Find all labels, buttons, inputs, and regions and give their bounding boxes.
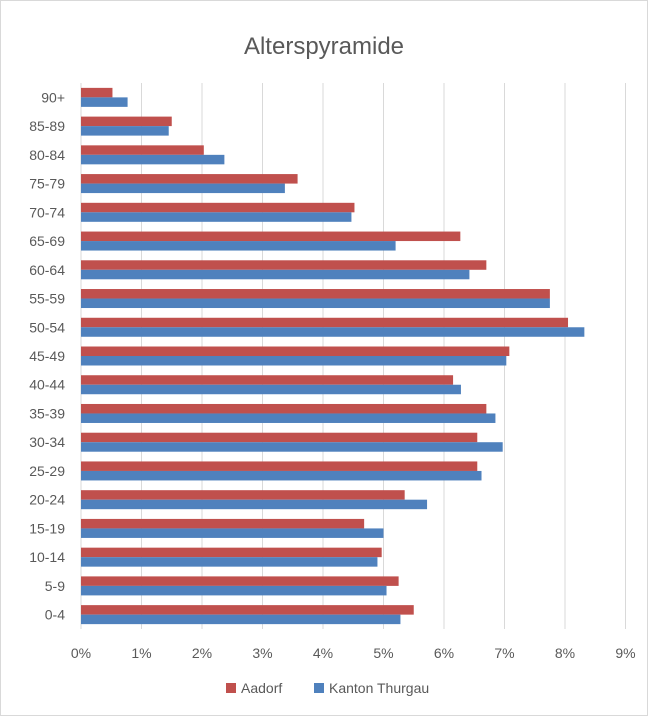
x-axis-tick-labels: 0% 1% 2% 3% 4% 5% 6% 7% 8% 9% [71, 645, 636, 661]
category-label: 55-59 [29, 291, 65, 307]
bar-aadorf [81, 202, 355, 213]
bar-kanton-thurgau [81, 528, 384, 538]
x-tick-label: 4% [313, 645, 333, 661]
bar-aadorf [81, 432, 478, 443]
legend: Aadorf Kanton Thurgau [226, 680, 429, 696]
bar-aadorf [81, 346, 510, 356]
category-label: 60-64 [29, 262, 65, 278]
category-label: 30-34 [29, 434, 65, 450]
category-label: 25-29 [29, 463, 65, 479]
bar-kanton-thurgau [81, 384, 461, 395]
bar-aadorf [81, 461, 478, 471]
bar-kanton-thurgau [81, 356, 507, 366]
category-label: 85-89 [29, 118, 65, 134]
bar-kanton-thurgau [81, 327, 585, 337]
bar-kanton-thurgau [81, 183, 285, 194]
bar-aadorf [81, 231, 461, 242]
x-tick-label: 3% [252, 645, 272, 661]
bar-kanton-thurgau [81, 614, 401, 625]
legend-label: Kanton Thurgau [329, 680, 429, 696]
category-label: 80-84 [29, 147, 65, 163]
bar-aadorf [81, 317, 569, 328]
bar-kanton-thurgau [81, 97, 128, 107]
bar-aadorf [81, 576, 399, 586]
x-tick-label: 1% [131, 645, 151, 661]
bar-kanton-thurgau [81, 212, 352, 222]
category-label: 0-4 [45, 607, 65, 623]
bar-kanton-thurgau [81, 470, 482, 481]
x-tick-label: 8% [555, 645, 575, 661]
category-label: 75-79 [29, 176, 65, 192]
category-labels: 0-4 5-9 10-14 15-19 20-24 25-29 30-34 35-39 40-4… [29, 89, 65, 622]
x-tick-label: 5% [373, 645, 393, 661]
x-tick-label: 9% [615, 645, 635, 661]
category-label: 20-24 [29, 492, 65, 508]
category-label: 15-19 [29, 520, 65, 536]
category-label: 50-54 [29, 319, 65, 335]
bar-aadorf [81, 87, 113, 98]
x-tick-label: 6% [434, 645, 454, 661]
bar-kanton-thurgau [81, 499, 428, 510]
bar-aadorf [81, 260, 487, 270]
category-label: 10-14 [29, 549, 65, 565]
legend-swatch [314, 683, 324, 693]
bar-aadorf [81, 605, 414, 615]
category-label: 35-39 [29, 405, 65, 421]
bar-kanton-thurgau [81, 269, 470, 280]
x-tick-label: 0% [71, 645, 91, 661]
category-label: 5-9 [45, 578, 65, 594]
bar-kanton-thurgau [81, 557, 378, 567]
bar-aadorf [81, 518, 365, 529]
bar-kanton-thurgau [81, 442, 503, 452]
category-label: 90+ [41, 89, 65, 105]
category-label: 65-69 [29, 233, 65, 249]
bar-aadorf [81, 116, 172, 127]
bar-aadorf [81, 289, 550, 299]
bar-aadorf [81, 145, 204, 155]
legend-label: Aadorf [241, 680, 282, 696]
bar-aadorf [81, 547, 382, 558]
bar-aadorf [81, 403, 487, 414]
chart-title: Alterspyramide [244, 33, 404, 60]
x-tick-label: 7% [494, 645, 514, 661]
bar-kanton-thurgau [81, 585, 387, 596]
legend-swatch [226, 683, 236, 693]
x-tick-label: 2% [192, 645, 212, 661]
bar-aadorf [81, 375, 454, 385]
bar-kanton-thurgau [81, 298, 550, 309]
bar-kanton-thurgau [81, 413, 496, 423]
category-label: 45-49 [29, 348, 65, 364]
bar-kanton-thurgau [81, 154, 225, 165]
bar-kanton-thurgau [81, 126, 169, 136]
bars [81, 87, 585, 625]
bar-aadorf [81, 490, 405, 500]
category-label: 70-74 [29, 204, 65, 220]
category-label: 40-44 [29, 377, 65, 393]
bar-aadorf [81, 174, 298, 184]
bar-kanton-thurgau [81, 241, 396, 251]
